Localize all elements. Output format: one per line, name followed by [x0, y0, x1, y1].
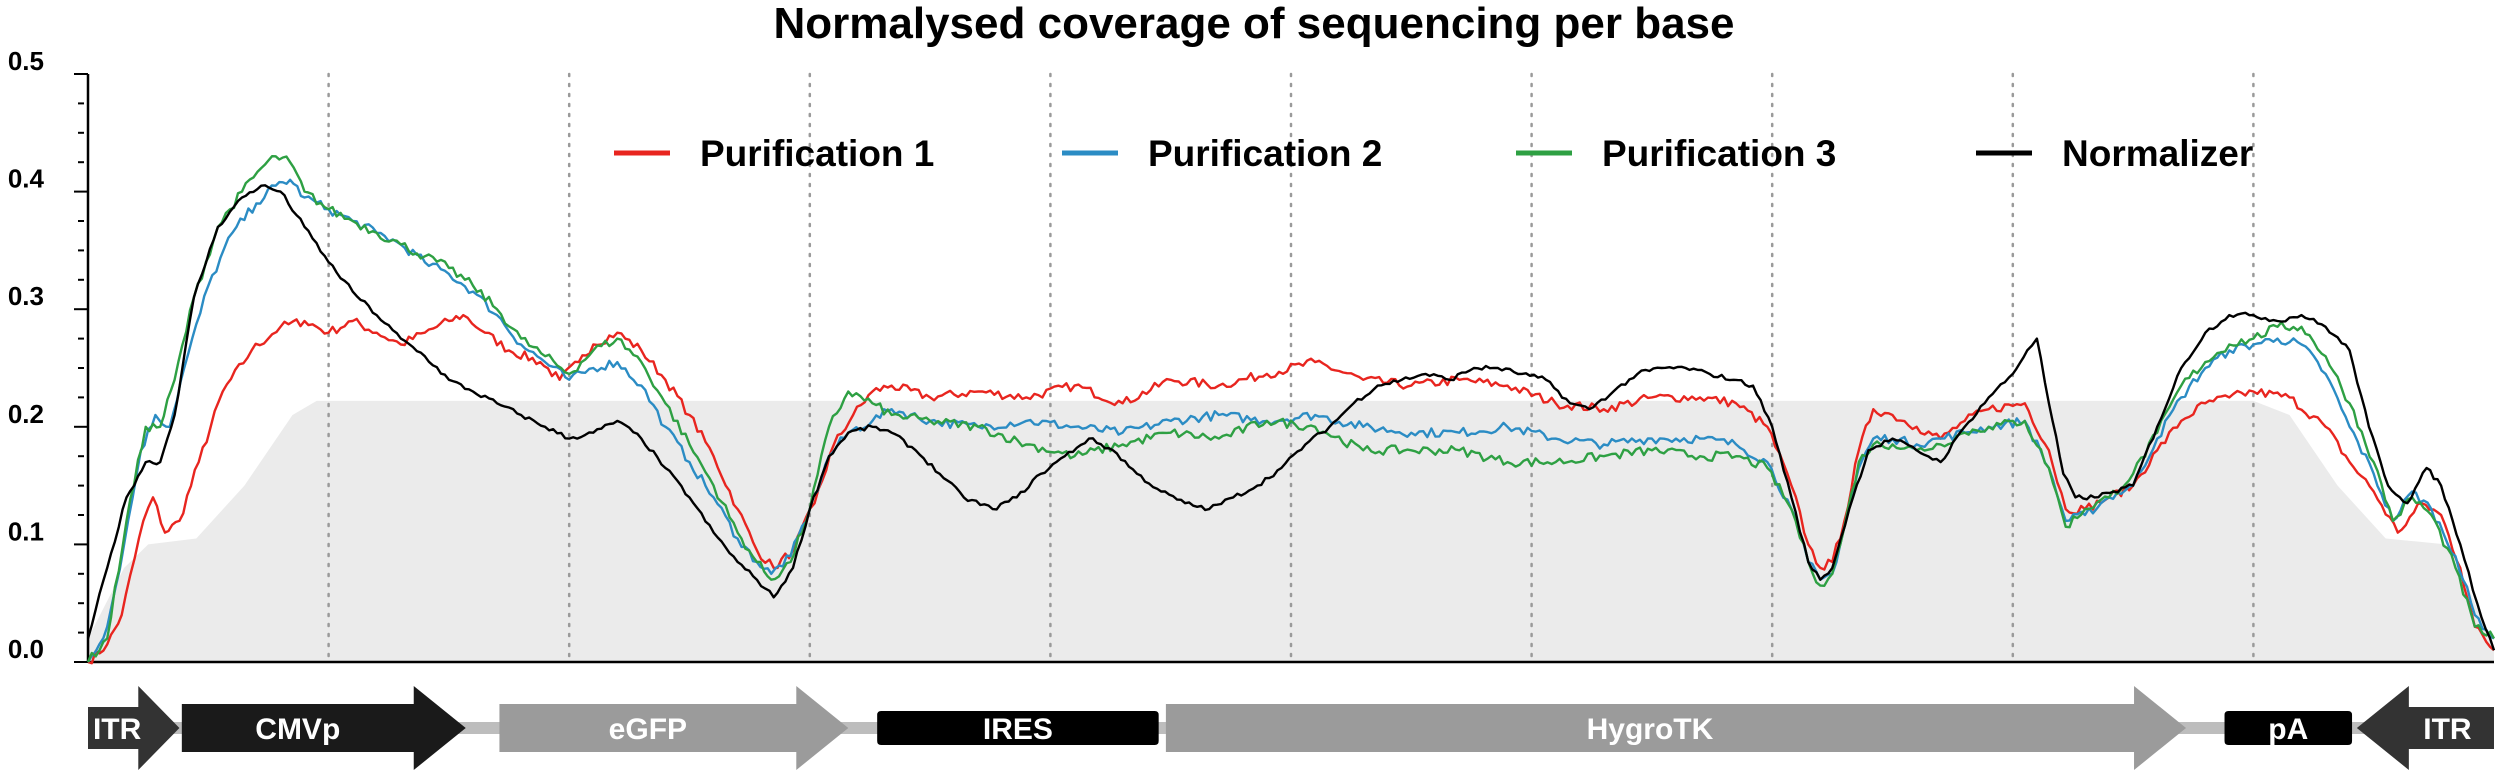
- feature-cmvp-1: [181, 686, 466, 770]
- y-tick-label: 0.0: [8, 634, 44, 664]
- feature-label: CMVp: [255, 713, 340, 746]
- y-axis: 0.0 0.1 0.2 0.3 0.4 0.5: [8, 46, 2494, 664]
- feature-ires-3: [877, 711, 1159, 745]
- y-tick-label: 0.5: [8, 46, 44, 76]
- series-line-normalizer: [86, 184, 2496, 651]
- background-profile: [88, 400, 2494, 662]
- legend-label: Normalizer: [2062, 133, 2253, 174]
- feature-itr-0: [88, 686, 180, 770]
- feature-egfp-2: [499, 686, 849, 770]
- series-lines: [86, 155, 2496, 665]
- legend-label: Purification 3: [1602, 133, 1836, 174]
- y-tick-label: 0.2: [8, 399, 44, 429]
- feature-label: eGFP: [609, 713, 687, 746]
- vertical-gridlines: [327, 72, 2255, 664]
- y-tick-label: 0.4: [8, 164, 45, 194]
- feature-pa-5: [2224, 711, 2353, 745]
- y-tick-label: 0.1: [8, 516, 44, 546]
- legend: Purification 1 Purification 2 Purification…: [614, 133, 2253, 174]
- legend-label: Purification 2: [1148, 133, 1382, 174]
- feature-label: ITR: [93, 713, 142, 746]
- coverage-background: [88, 400, 2494, 662]
- feature-hygrotk-4: [1165, 686, 2187, 770]
- legend-label: Purification 1: [700, 133, 934, 174]
- feature-itr-6: [2356, 686, 2494, 770]
- chart-title: Normalysed coverage of sequencing per ba…: [773, 0, 1734, 48]
- feature-map: ITR CMVp eGFP IRES HygroTK pA ITR: [88, 686, 2494, 770]
- feature-label: pA: [2268, 713, 2308, 746]
- y-tick-label: 0.3: [8, 281, 44, 311]
- feature-label: IRES: [983, 713, 1053, 746]
- feature-label: ITR: [2423, 713, 2472, 746]
- feature-label: HygroTK: [1587, 713, 1714, 746]
- series-line-purification-3: [86, 155, 2496, 663]
